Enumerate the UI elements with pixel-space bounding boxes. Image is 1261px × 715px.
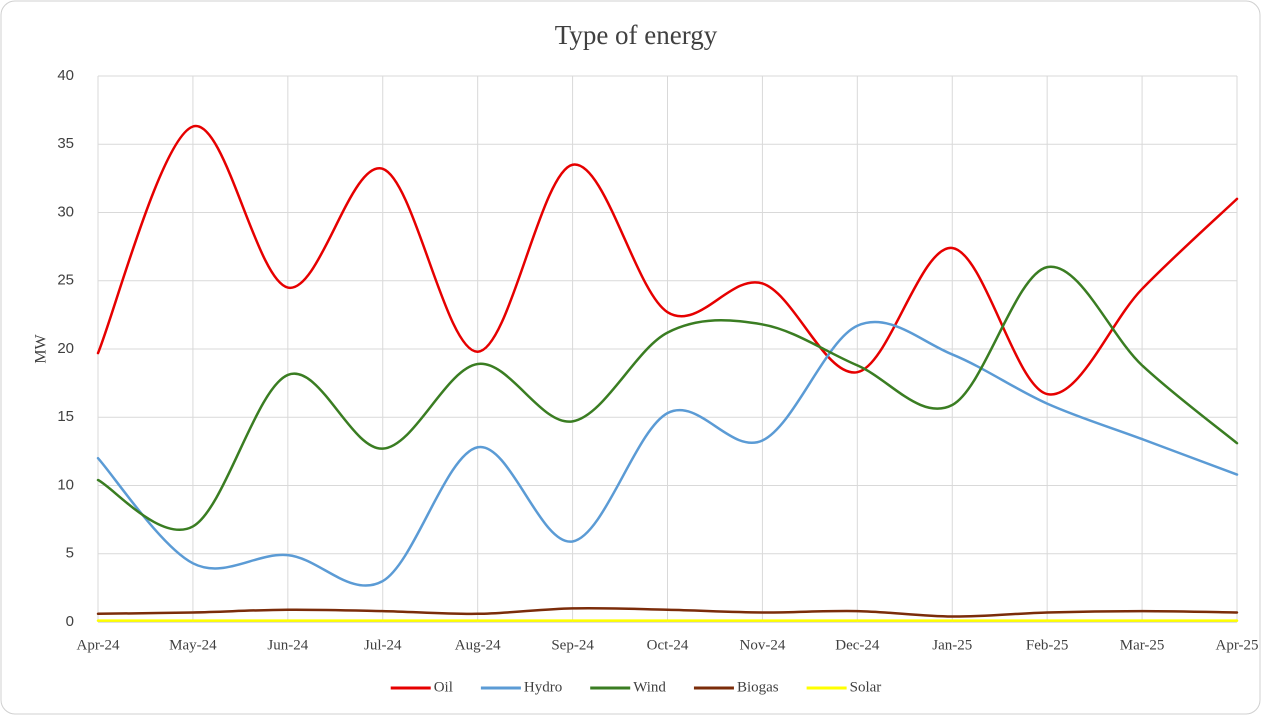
legend-label: Oil (434, 679, 453, 695)
x-tick-label: Jan-25 (932, 637, 972, 653)
y-tick-label: 15 (57, 408, 74, 425)
line-series (96, 125, 1239, 396)
y-tick-label: 0 (66, 613, 74, 630)
x-tick-label: Mar-25 (1120, 637, 1165, 653)
y-tick-label: 10 (57, 476, 74, 493)
legend-label: Wind (633, 679, 666, 695)
y-tick-label: 20 (57, 340, 74, 357)
x-tick-label: Jul-24 (364, 637, 402, 653)
legend-label: Biogas (737, 679, 779, 695)
legend-label: Hydro (524, 679, 562, 695)
x-tick-label: Jun-24 (267, 637, 308, 653)
legend: Oil Hydro Wind Biogas Solar (390, 679, 882, 695)
x-tick-label: Dec-24 (835, 637, 880, 653)
chart-title: Type of energy (555, 20, 718, 50)
x-tick-label: Feb-25 (1026, 637, 1069, 653)
y-tick-label: 35 (57, 135, 74, 152)
x-tick-label: Nov-24 (740, 637, 786, 653)
y-axis-label: MW (33, 333, 50, 363)
x-tick-label: May-24 (169, 637, 217, 653)
legend-label: Solar (850, 679, 882, 695)
y-tick-label: 30 (57, 203, 74, 220)
x-tick-label: Sep-24 (551, 637, 594, 653)
x-tick-label: Oct-24 (647, 637, 689, 653)
x-tick-label: Aug-24 (455, 637, 501, 653)
line-series (96, 265, 1239, 531)
y-tick-label: 5 (66, 545, 74, 562)
x-tick-label: Apr-24 (76, 637, 120, 653)
line-series (96, 606, 1239, 618)
y-tick-label: 25 (57, 272, 74, 289)
x-tick-label: Apr-25 (1215, 637, 1258, 653)
y-tick-label: 40 (57, 67, 74, 84)
line-series (96, 320, 1239, 587)
